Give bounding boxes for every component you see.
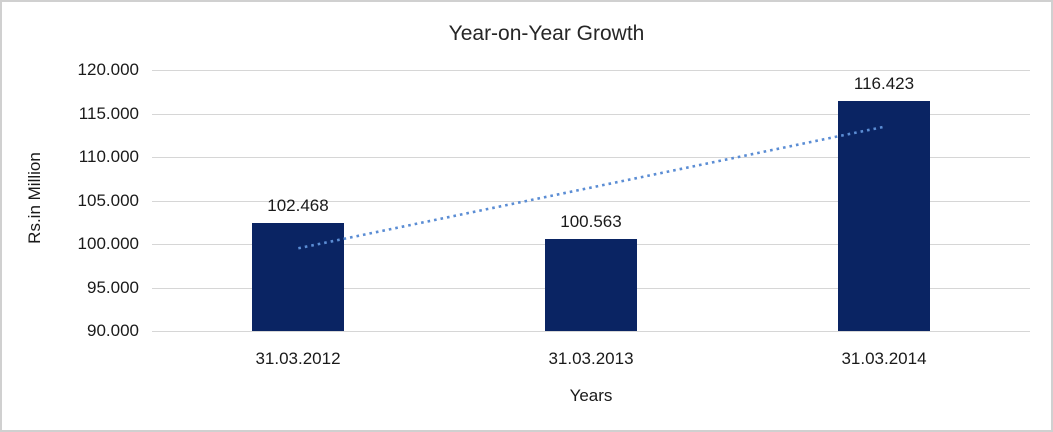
x-axis-title: Years [569, 386, 613, 405]
gridline [152, 331, 1030, 332]
bar-value-label: 116.423 [853, 74, 915, 93]
bar [252, 223, 344, 331]
bar-value-label: 102.468 [267, 196, 329, 215]
y-tick-label: 100.000 [77, 234, 139, 253]
y-tick-label: 105.000 [77, 191, 139, 210]
bar [838, 101, 930, 331]
x-tick-label: 31.03.2012 [255, 349, 341, 368]
y-tick-label: 115.000 [78, 104, 139, 123]
gridline [152, 70, 1030, 71]
bar-value-label: 100.563 [560, 212, 622, 231]
x-tick-label: 31.03.2013 [548, 349, 634, 368]
chart-title: Year-on-Year Growth [448, 22, 645, 45]
y-tick-label: 95.000 [87, 278, 139, 297]
gridline [152, 114, 1030, 115]
y-tick-label: 120.000 [77, 60, 139, 79]
y-tick-label: 110.000 [78, 147, 139, 166]
y-tick-label: 90.000 [87, 321, 139, 340]
bar [545, 239, 637, 331]
x-tick-label: 31.03.2014 [841, 349, 927, 368]
